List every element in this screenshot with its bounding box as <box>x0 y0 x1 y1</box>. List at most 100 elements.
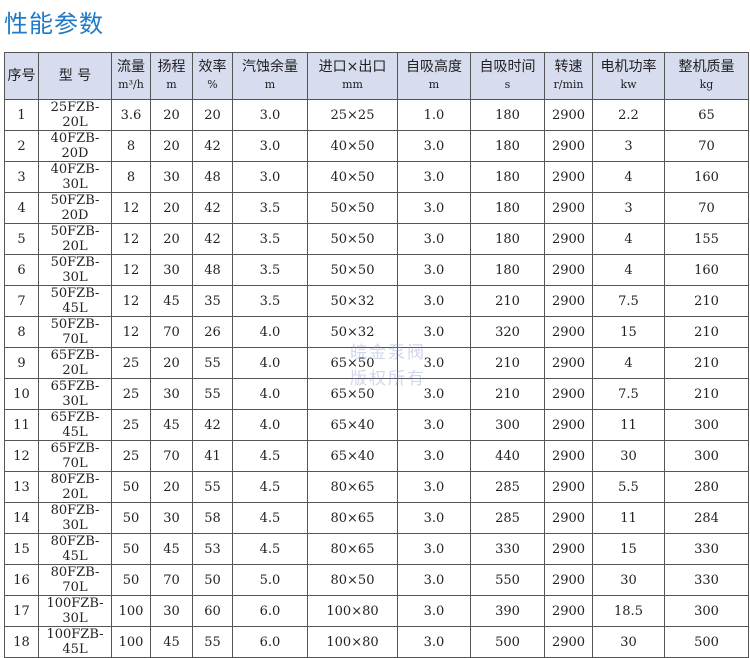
table-header-row: 序号 型 号 流量 m³/h 扬程 m 效率% 汽蚀余量 m 进口×出口 mm 自吸高度 m 自吸时间 s 转… <box>4 52 749 100</box>
column-header: 扬程 m <box>150 52 193 100</box>
column-header-unit: m <box>166 78 177 91</box>
table-cell: 2900 <box>544 378 593 410</box>
table-cell: 160 <box>664 254 749 286</box>
table-cell: 20 <box>192 99 233 131</box>
table-cell: 4.5 <box>232 471 308 503</box>
column-header-unit: kw <box>620 78 637 91</box>
table-cell: 210 <box>470 285 545 317</box>
table-cell: 30 <box>150 161 193 193</box>
table-cell: 210 <box>664 316 749 348</box>
table-cell: 4 <box>592 347 665 379</box>
table-cell: 180 <box>470 192 545 224</box>
column-header-unit: mm <box>342 78 363 91</box>
table-cell: 3.0 <box>397 161 471 193</box>
table-cell: 180 <box>470 161 545 193</box>
table-cell: 3.0 <box>397 409 471 441</box>
table-cell: 2900 <box>544 502 593 534</box>
table-row: 1 25FZB-20L 3.6 20 20 3.0 25×25 1.0 180 2900 2.2 65 <box>4 99 749 131</box>
table-cell: 13 <box>4 471 39 503</box>
table-row: 15 80FZB-45L 50 45 53 4.5 80×65 3.0 330 2900 15 330 <box>4 533 749 565</box>
column-header-label: 转速 <box>554 59 583 75</box>
table-cell: 55 <box>192 347 233 379</box>
table-cell: 2900 <box>544 533 593 565</box>
column-header-unit: m³/h <box>118 78 144 91</box>
column-header-unit: r/min <box>553 78 584 91</box>
table-cell: 55 <box>192 471 233 503</box>
column-header-unit: s <box>504 78 511 91</box>
table-cell: 390 <box>470 595 545 627</box>
table-cell: 284 <box>664 502 749 534</box>
table-cell: 3.0 <box>232 130 308 162</box>
table-row: 9 65FZB-20L 25 20 55 4.0 65×50 3.0 210 2900 4 210 <box>4 347 749 379</box>
table-cell: 45 <box>150 533 193 565</box>
table-row: 11 65FZB-45L 25 45 42 4.0 65×40 3.0 300 2900 11 300 <box>4 409 749 441</box>
table-cell: 6.0 <box>232 595 308 627</box>
table-cell: 42 <box>192 409 233 441</box>
table-cell: 3 <box>4 161 39 193</box>
column-header-label: 型 号 <box>58 67 92 84</box>
table-cell: 3.0 <box>397 130 471 162</box>
table-cell: 50FZB-70L <box>38 316 112 348</box>
table-cell: 300 <box>664 409 749 441</box>
table-cell: 42 <box>192 223 233 255</box>
table-cell: 12 <box>111 192 151 224</box>
page-title: 性能参数 <box>4 10 104 38</box>
column-header: 汽蚀余量 m <box>232 52 308 100</box>
table-row: 7 50FZB-45L 12 45 35 3.5 50×32 3.0 210 2900 7.5 210 <box>4 285 749 317</box>
table-cell: 20 <box>150 192 193 224</box>
table-cell: 65×40 <box>307 409 398 441</box>
column-header-label: 电机功率 <box>600 59 657 75</box>
table-cell: 4 <box>4 192 39 224</box>
table-cell: 40×50 <box>307 161 398 193</box>
table-row: 4 50FZB-20D 12 20 42 3.5 50×50 3.0 180 2900 3 70 <box>4 192 749 224</box>
column-header: 型 号 <box>38 52 112 100</box>
table-cell: 12 <box>111 223 151 255</box>
column-header: 自吸时间 s <box>470 52 545 100</box>
table-cell: 50FZB-20L <box>38 223 112 255</box>
table-cell: 320 <box>470 316 545 348</box>
table-cell: 3.0 <box>397 440 471 472</box>
column-header: 转速 r/min <box>544 52 593 100</box>
table-cell: 50 <box>111 502 151 534</box>
table-cell: 300 <box>664 440 749 472</box>
table-cell: 14 <box>4 502 39 534</box>
table-cell: 3 <box>592 130 665 162</box>
table-cell: 11 <box>592 409 665 441</box>
table-cell: 50×32 <box>307 285 398 317</box>
table-cell: 25 <box>111 409 151 441</box>
table-cell: 100×80 <box>307 595 398 627</box>
table-cell: 12 <box>111 316 151 348</box>
column-header-label: 汽蚀余量 <box>242 59 298 75</box>
table-cell: 100×80 <box>307 626 398 658</box>
table-cell: 18 <box>4 626 39 658</box>
column-header: 效率% <box>192 52 233 100</box>
table-cell: 2900 <box>544 254 593 286</box>
table-cell: 15 <box>4 533 39 565</box>
table-cell: 65FZB-20L <box>38 347 112 379</box>
table-cell: 2.2 <box>592 99 665 131</box>
table-row: 18 100FZB-45L 100 45 55 6.0 100×80 3.0 500 2900 30… <box>4 626 749 658</box>
table-cell: 60 <box>192 595 233 627</box>
table-cell: 3.5 <box>232 285 308 317</box>
table-cell: 65FZB-45L <box>38 409 112 441</box>
table-cell: 3.0 <box>232 99 308 131</box>
table-cell: 12 <box>111 254 151 286</box>
table-cell: 17 <box>4 595 39 627</box>
table-cell: 3.0 <box>397 378 471 410</box>
table-cell: 2900 <box>544 440 593 472</box>
table-cell: 50 <box>111 533 151 565</box>
table-cell: 53 <box>192 533 233 565</box>
table-cell: 40×50 <box>307 130 398 162</box>
table-cell: 11 <box>592 502 665 534</box>
table-cell: 80FZB-45L <box>38 533 112 565</box>
table-cell: 1.0 <box>397 99 471 131</box>
table-cell: 210 <box>664 347 749 379</box>
column-header: 序号 <box>4 52 39 100</box>
table-cell: 285 <box>470 471 545 503</box>
table-cell: 45 <box>150 409 193 441</box>
table-cell: 3.0 <box>397 626 471 658</box>
table-cell: 40FZB-20D <box>38 130 112 162</box>
table-cell: 300 <box>664 595 749 627</box>
table-cell: 2 <box>4 130 39 162</box>
table-cell: 10 <box>4 378 39 410</box>
